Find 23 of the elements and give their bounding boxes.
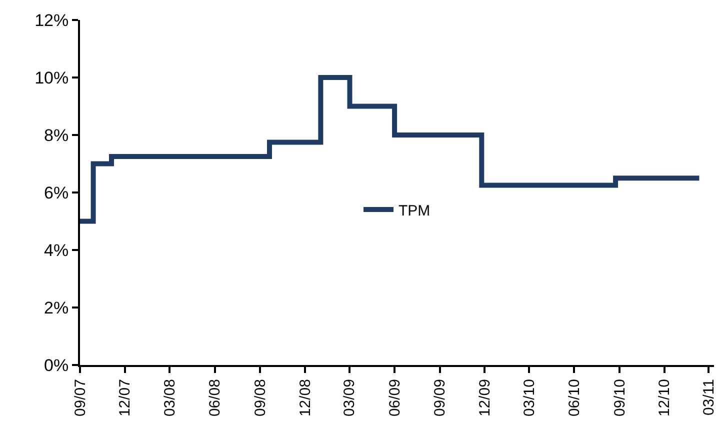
legend-label: TPM xyxy=(398,202,430,220)
x-tick-label: 03/08 xyxy=(161,379,178,417)
x-tick-label: 09/10 xyxy=(611,379,628,417)
y-tick-label: 8% xyxy=(44,126,69,145)
x-tick-label: 03/09 xyxy=(341,379,358,417)
y-tick-label: 2% xyxy=(44,298,69,318)
x-tick-label: 06/10 xyxy=(566,379,584,417)
y-tick-label: 12% xyxy=(34,10,69,30)
y-tick-label: 0% xyxy=(44,356,69,375)
x-tick-label: 09/07 xyxy=(72,379,89,417)
x-tick-label: 12/07 xyxy=(116,379,134,417)
x-tick-label: 09/08 xyxy=(252,379,270,417)
x-tick-label: 12/08 xyxy=(296,379,314,417)
x-tick-label: 03/11 xyxy=(700,379,718,416)
y-tick-label: 4% xyxy=(44,240,69,260)
x-tick-label: 12/09 xyxy=(476,379,494,417)
x-tick-label: 12/10 xyxy=(656,379,674,417)
x-tick-label: 06/08 xyxy=(206,379,224,417)
y-tick-label: 10% xyxy=(34,68,69,88)
x-tick-label: 03/10 xyxy=(520,379,538,417)
x-tick-label: 09/09 xyxy=(432,379,449,417)
y-tick-label: 6% xyxy=(44,183,69,202)
x-tick-label: 06/09 xyxy=(386,379,404,417)
